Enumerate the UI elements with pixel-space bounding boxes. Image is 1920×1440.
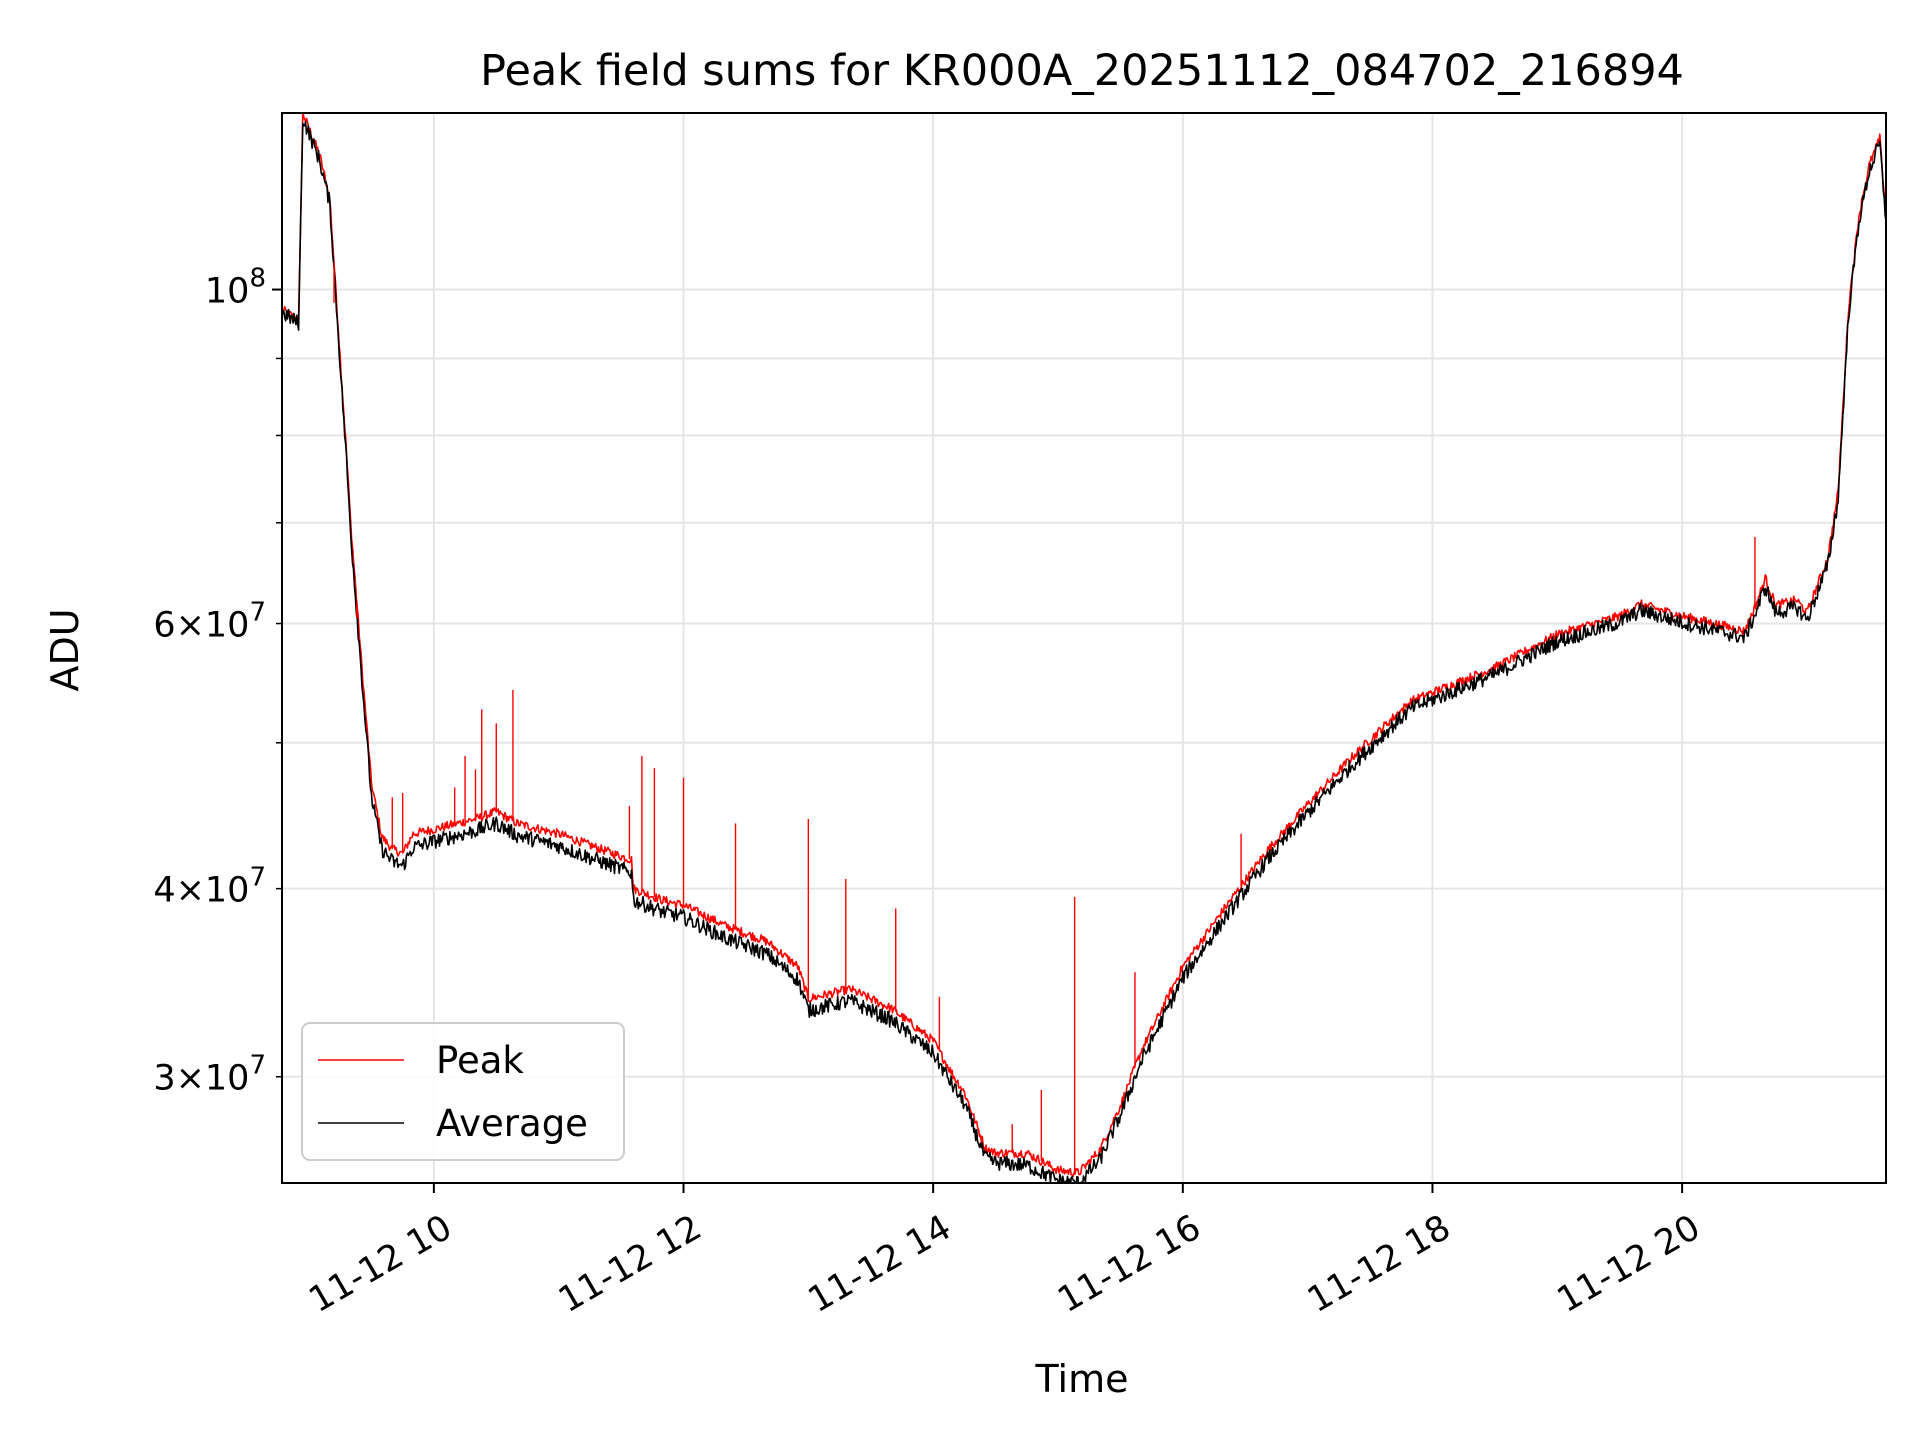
legend: Peak Average (301, 1022, 625, 1161)
legend-label-peak: Peak (436, 1039, 524, 1082)
y-tick-label: 108 (205, 264, 266, 312)
y-axis-label: ADU (43, 608, 87, 691)
y-tick-label: 4×107 (153, 863, 266, 911)
grid (282, 113, 1886, 1183)
chart-title: Peak field sums for KR000A_20251112_0847… (480, 46, 1684, 96)
series-line-peak (282, 113, 1886, 1178)
legend-box (301, 1022, 625, 1161)
plot-frame (281, 112, 1887, 1184)
series-line-average (282, 120, 1886, 1183)
legend-label-average: Average (436, 1102, 588, 1145)
y-tick-label: 6×107 (153, 598, 266, 646)
y-tick-label: 3×107 (153, 1051, 266, 1099)
x-axis-label: Time (1035, 1357, 1129, 1401)
series-group (282, 113, 1886, 1183)
